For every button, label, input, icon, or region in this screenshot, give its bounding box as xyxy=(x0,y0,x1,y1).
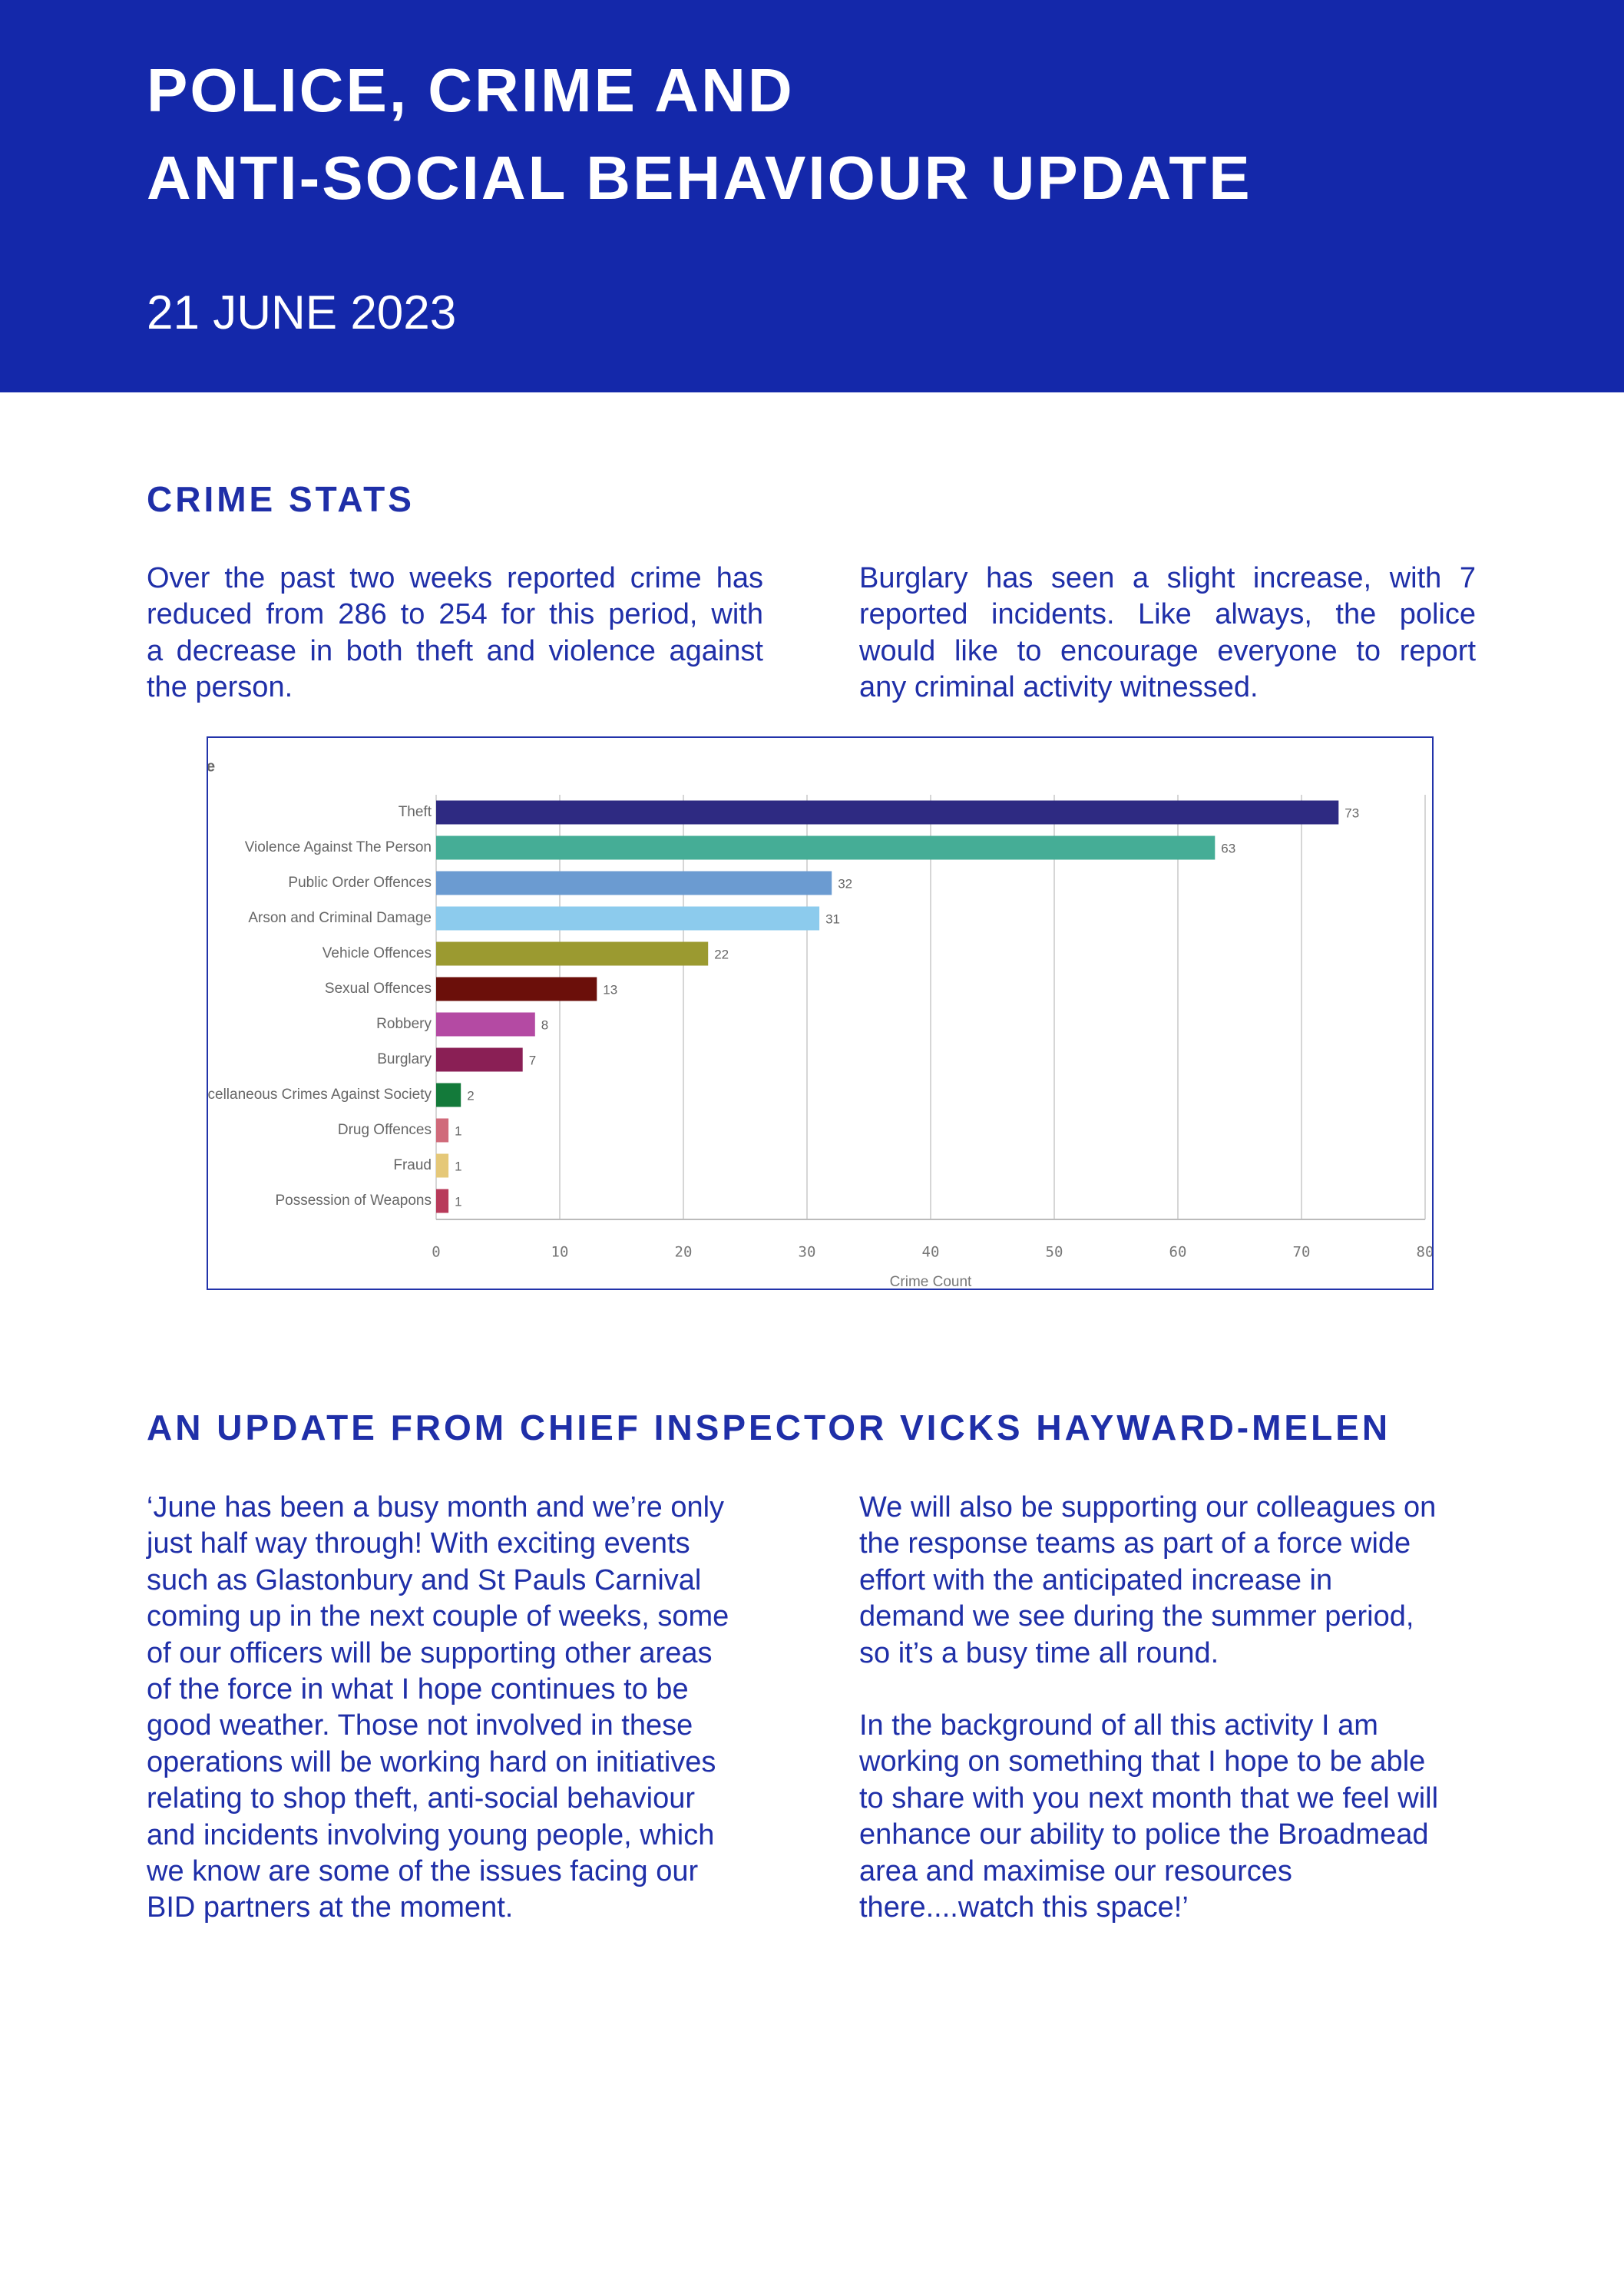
category-label: Possession of Weapons xyxy=(276,1193,432,1209)
bar xyxy=(436,1153,449,1178)
x-tick-label: 10 xyxy=(551,1244,569,1261)
category-label: Theft xyxy=(399,804,432,820)
category-label: Violence Against The Person xyxy=(245,839,432,855)
category-label: Arson and Criminal Damage xyxy=(248,910,432,926)
bar xyxy=(436,1083,461,1107)
value-label: 63 xyxy=(1221,841,1235,855)
text-line: ‘June has been a busy month and we’re on… xyxy=(147,1491,725,1523)
x-tick-label: 80 xyxy=(1417,1244,1434,1261)
value-label: 31 xyxy=(825,911,840,926)
text-line: so it’s a busy time all round. xyxy=(859,1636,1219,1669)
text-line: We will also be supporting our colleague… xyxy=(859,1491,1437,1523)
bar xyxy=(436,1047,523,1072)
text-line: reduced from 286 to 254 for this period,… xyxy=(147,598,763,631)
bar xyxy=(436,1189,449,1213)
value-label: 22 xyxy=(714,947,729,961)
category-label: Robbery xyxy=(376,1016,432,1032)
chart-frame xyxy=(207,736,1434,1290)
text-line: Over the past two weeks reported crime h… xyxy=(147,562,763,594)
text-line: demand we see during the summer period, xyxy=(859,1600,1414,1633)
text-line: such as Glastonbury and St Pauls Carniva… xyxy=(147,1563,702,1596)
text-line: there....watch this space!’ xyxy=(859,1891,1189,1924)
value-label: 73 xyxy=(1345,806,1359,820)
header-band xyxy=(0,0,1624,392)
value-label: 32 xyxy=(838,876,852,891)
value-label: 2 xyxy=(467,1088,474,1103)
text-line: operations will be working hard on initi… xyxy=(147,1745,716,1778)
text-line: good weather. Those not involved in thes… xyxy=(147,1709,693,1742)
category-label: Public Order Offences xyxy=(288,875,432,891)
category-label: Sexual Offences xyxy=(325,981,432,997)
section-heading: CRIME STATS xyxy=(147,479,415,519)
bar xyxy=(436,871,832,895)
text-line: enhance our ability to police the Broadm… xyxy=(859,1818,1429,1851)
bar xyxy=(436,941,709,966)
title: POLICE, CRIME AND xyxy=(147,56,795,124)
category-label: Burglary xyxy=(377,1051,432,1067)
text-line: working on something that I hope to be a… xyxy=(859,1745,1426,1778)
text-line: coming up in the next couple of weeks, s… xyxy=(147,1600,729,1633)
value-label: 7 xyxy=(529,1053,536,1067)
text-line: Burglary has seen a slight increase, wit… xyxy=(859,562,1476,594)
x-axis-title: Crime Count xyxy=(890,1274,972,1290)
text-line: of the force in what I hope continues to… xyxy=(147,1673,689,1705)
x-tick-label: 0 xyxy=(432,1244,440,1261)
section-heading: AN UPDATE FROM CHIEF INSPECTOR VICKS HAY… xyxy=(147,1408,1391,1447)
x-tick-label: 30 xyxy=(799,1244,816,1261)
text-line: effort with the anticipated increase in xyxy=(859,1563,1333,1596)
bar xyxy=(436,800,1339,825)
x-tick-label: 40 xyxy=(922,1244,940,1261)
chart: e 0 10 20 30 40 50 60 70 80 Crime Count Theft 73 Viol… xyxy=(207,736,1434,1290)
value-label: 1 xyxy=(455,1123,461,1138)
text-line: just half way through! With exciting eve… xyxy=(147,1527,690,1560)
text-line: any criminal activity witnessed. xyxy=(859,671,1259,704)
text-line: area and maximise our resources xyxy=(859,1854,1292,1887)
title: ANTI-SOCIAL BEHAVIOUR UPDATE xyxy=(147,144,1252,212)
x-tick-label: 20 xyxy=(675,1244,693,1261)
text-line: we know are some of the issues facing ou… xyxy=(147,1855,699,1887)
value-label: 8 xyxy=(541,1017,548,1032)
x-tick-label: 60 xyxy=(1169,1244,1187,1261)
bar xyxy=(436,1118,449,1143)
bar xyxy=(436,835,1216,860)
text-line: the person. xyxy=(147,671,293,704)
text-line: relating to shop theft, anti-social beha… xyxy=(147,1782,695,1815)
category-label: Fraud xyxy=(393,1157,432,1173)
text-line: to share with you next month that we fee… xyxy=(859,1782,1439,1815)
bar xyxy=(436,906,820,931)
text-line: the response teams as part of a force wi… xyxy=(859,1527,1411,1560)
text-line: a decrease in both theft and violence ag… xyxy=(147,634,763,667)
category-label: Miscellaneous Crimes Against Society xyxy=(207,1087,432,1103)
x-tick-label: 50 xyxy=(1046,1244,1063,1261)
value-label: 1 xyxy=(455,1159,461,1173)
text-line: of our officers will be supporting other… xyxy=(147,1636,713,1669)
text-line: would like to encourage everyone to repo… xyxy=(859,634,1476,667)
value-label: 13 xyxy=(603,982,617,997)
text-line: BID partners at the moment. xyxy=(147,1891,514,1924)
x-tick-label: 70 xyxy=(1293,1244,1311,1261)
bar xyxy=(436,977,597,1001)
text-line: reported incidents. Like always, the pol… xyxy=(859,598,1476,631)
value-label: 1 xyxy=(455,1194,461,1209)
category-label: Drug Offences xyxy=(338,1122,432,1138)
bar xyxy=(436,1012,535,1037)
date: 21 JUNE 2023 xyxy=(147,286,457,339)
category-label: Vehicle Offences xyxy=(322,945,432,961)
text-line: In the background of all this activity I… xyxy=(859,1709,1378,1742)
text-line: and incidents involving young people, wh… xyxy=(147,1818,715,1851)
chart-title: e xyxy=(207,758,215,775)
